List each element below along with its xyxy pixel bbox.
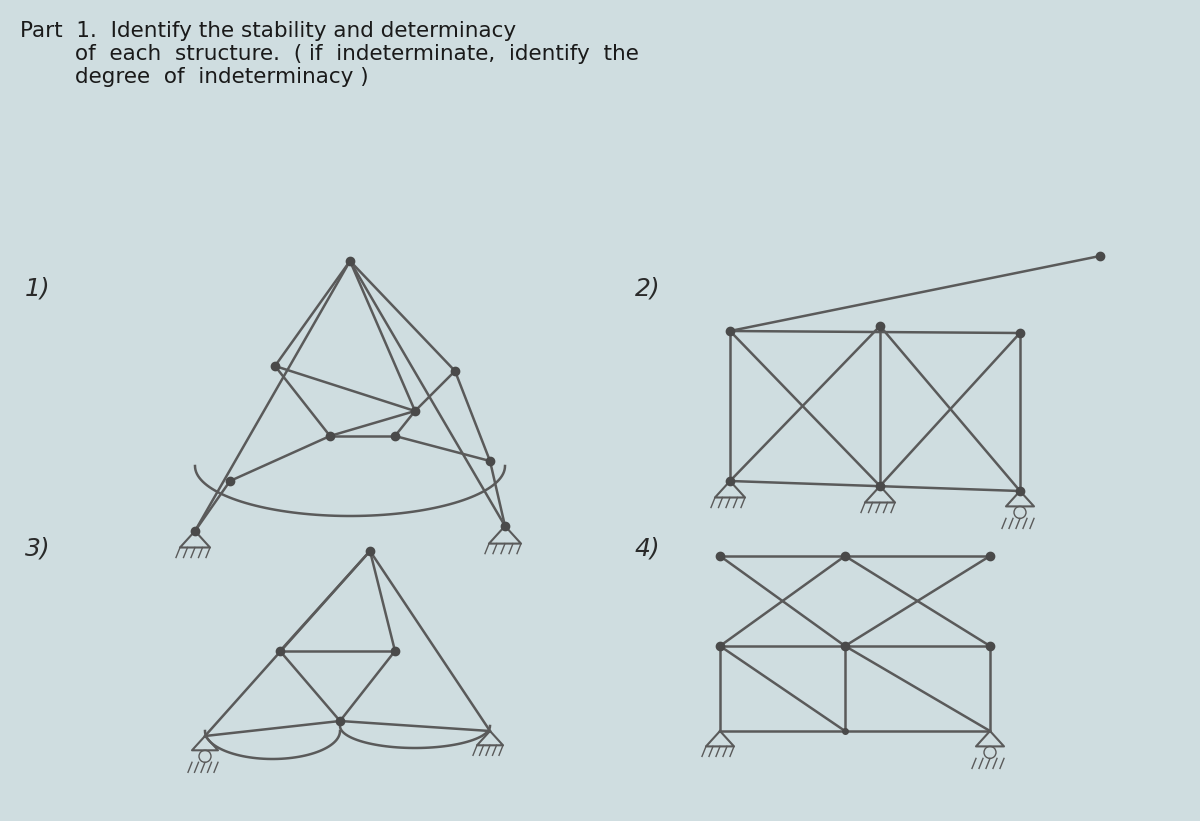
Text: 3): 3) <box>25 536 50 560</box>
Text: 4): 4) <box>635 536 661 560</box>
Text: Part  1.  Identify the stability and determinacy
        of  each  structure.  (: Part 1. Identify the stability and deter… <box>20 21 638 87</box>
Text: 2): 2) <box>635 276 661 300</box>
Text: 1): 1) <box>25 276 50 300</box>
